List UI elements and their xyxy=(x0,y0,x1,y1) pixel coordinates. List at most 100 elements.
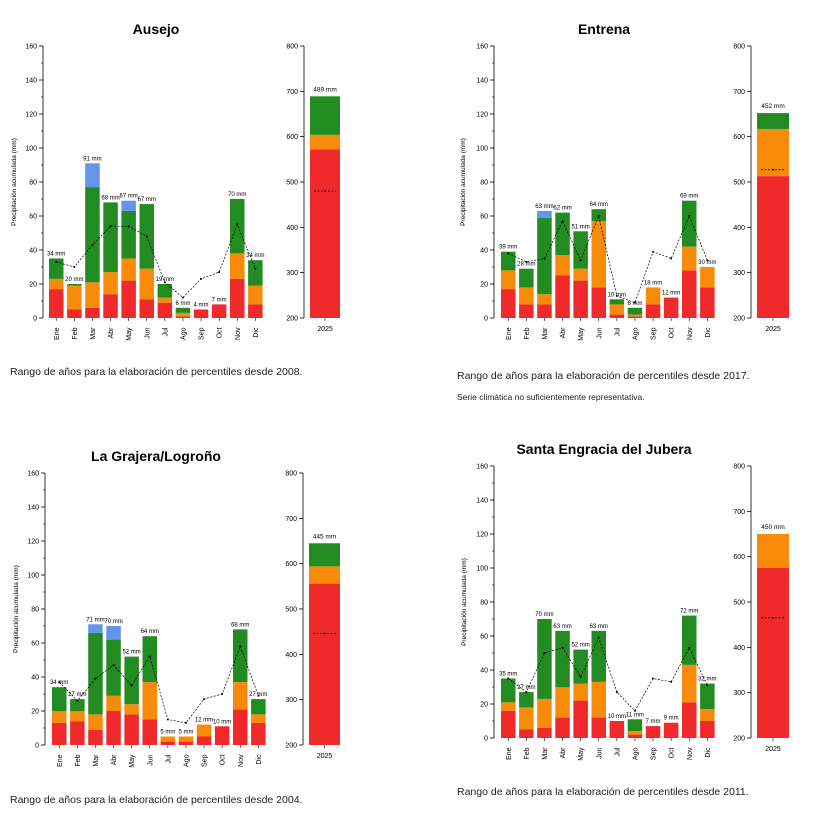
median-point xyxy=(579,675,582,678)
annual-median-point xyxy=(772,168,774,171)
x-tick-label: May xyxy=(126,327,133,341)
data-label: 51 mm xyxy=(571,224,589,230)
bar-red xyxy=(124,714,139,745)
annual-y-tick-label: 500 xyxy=(286,180,298,187)
bar-green xyxy=(121,210,136,259)
y-axis-label: Precipitación acumulada (mm) xyxy=(461,558,468,646)
x-tick-label: Oct xyxy=(669,327,676,338)
chart-title: Ausejo xyxy=(133,21,180,37)
x-tick-label: Jun xyxy=(147,754,154,765)
bar-red xyxy=(627,734,643,738)
bar-red xyxy=(211,304,227,318)
bar-red xyxy=(663,297,679,318)
annual-median-point xyxy=(323,632,326,635)
bar-orange xyxy=(85,282,100,308)
data-label: 5 mm xyxy=(160,730,175,736)
median-point xyxy=(58,681,61,684)
data-label: 68 mm xyxy=(231,622,249,628)
median-point xyxy=(525,260,528,263)
y-tick-label: 100 xyxy=(27,573,39,580)
annual-y-tick-label: 500 xyxy=(733,180,745,187)
data-label: 4 mm xyxy=(194,303,209,309)
annual-y-tick-label: 600 xyxy=(733,554,745,561)
data-label: 7 mm xyxy=(212,297,227,303)
data-label: 52 mm xyxy=(122,650,140,656)
note-ausejo: Rango de años para la elaboración de per… xyxy=(10,366,303,378)
bar-orange xyxy=(233,682,248,710)
x-tick-label: Oct xyxy=(669,747,676,758)
bar-orange xyxy=(519,287,534,305)
data-label: 9 mm xyxy=(664,716,679,722)
annual-bar-red xyxy=(757,568,789,738)
bar-green xyxy=(555,630,570,687)
data-label: 70 mm xyxy=(535,612,553,618)
bar-red xyxy=(537,304,552,318)
bar-red xyxy=(196,736,212,745)
data-label: 70 mm xyxy=(228,192,246,198)
bar-green xyxy=(609,299,625,305)
x-tick-label: Nov xyxy=(238,754,245,767)
annual-y-tick-label: 600 xyxy=(286,134,298,141)
data-label: 7 mm xyxy=(646,719,661,725)
median-point xyxy=(221,693,224,695)
data-label: 70 mm xyxy=(104,619,122,625)
median-point xyxy=(652,250,655,253)
bar-red xyxy=(230,278,245,318)
bar-red xyxy=(645,304,661,318)
bar-orange xyxy=(139,268,154,300)
annual-y-tick-label: 800 xyxy=(733,44,745,51)
bar-orange xyxy=(573,268,588,281)
y-tick-label: 20 xyxy=(31,709,39,716)
median-point xyxy=(184,721,187,724)
bar-red xyxy=(121,280,136,318)
data-label: 68 mm xyxy=(101,195,119,201)
annual-y-tick-label: 600 xyxy=(285,561,297,568)
annual-y-tick-label: 200 xyxy=(733,316,745,323)
x-tick-label: Ene xyxy=(57,754,64,767)
median-point xyxy=(670,680,673,683)
x-tick-label: Feb xyxy=(72,327,79,339)
data-label: 30 mm xyxy=(698,260,716,266)
y-axis-label: Precipitación acumulada (mm) xyxy=(460,138,467,226)
y-tick-label: 60 xyxy=(480,634,488,641)
bar-green xyxy=(537,619,552,699)
median-point xyxy=(525,691,528,694)
median-point xyxy=(597,215,600,217)
bar-green xyxy=(591,630,606,682)
annual-y-tick-label: 800 xyxy=(286,44,298,51)
annual-y-tick-label: 700 xyxy=(285,516,297,523)
x-tick-label: Abr xyxy=(560,747,567,759)
y-axis-label: Precipitación acumulada (mm) xyxy=(11,138,18,226)
bar-orange xyxy=(591,221,606,288)
annual-bar-red xyxy=(309,583,340,745)
median-point xyxy=(127,225,130,228)
x-tick-label: May xyxy=(578,747,585,761)
annual-x-tick-label: 2025 xyxy=(765,746,781,753)
annual-data-label: 445 mm xyxy=(313,533,336,540)
annual-y-tick-label: 500 xyxy=(733,600,745,607)
data-label: 10 mm xyxy=(213,719,231,725)
annual-y-tick-label: 200 xyxy=(285,743,297,750)
data-label: 11 mm xyxy=(626,712,644,718)
bar-red xyxy=(663,722,679,738)
x-tick-label: Dic xyxy=(253,327,260,338)
x-tick-label: Nov xyxy=(687,747,694,760)
bar-red xyxy=(519,304,534,318)
median-point xyxy=(597,636,600,639)
y-tick-label: 100 xyxy=(25,146,37,153)
data-label: 5 mm xyxy=(178,730,193,736)
data-label: 35 mm xyxy=(499,672,517,678)
y-tick-label: 140 xyxy=(476,78,488,85)
y-tick-label: 120 xyxy=(25,112,37,119)
bar-red xyxy=(233,709,248,745)
bar-green xyxy=(175,307,191,313)
x-tick-label: Feb xyxy=(524,327,531,339)
data-label: 6 mm xyxy=(175,301,190,307)
median-point xyxy=(109,225,112,228)
data-label: 63 mm xyxy=(590,624,608,630)
x-tick-label: Sep xyxy=(199,327,206,340)
bar-green xyxy=(682,615,697,665)
bar-orange xyxy=(627,314,643,317)
annual-y-tick-label: 400 xyxy=(286,225,298,232)
bar-orange xyxy=(501,270,516,290)
